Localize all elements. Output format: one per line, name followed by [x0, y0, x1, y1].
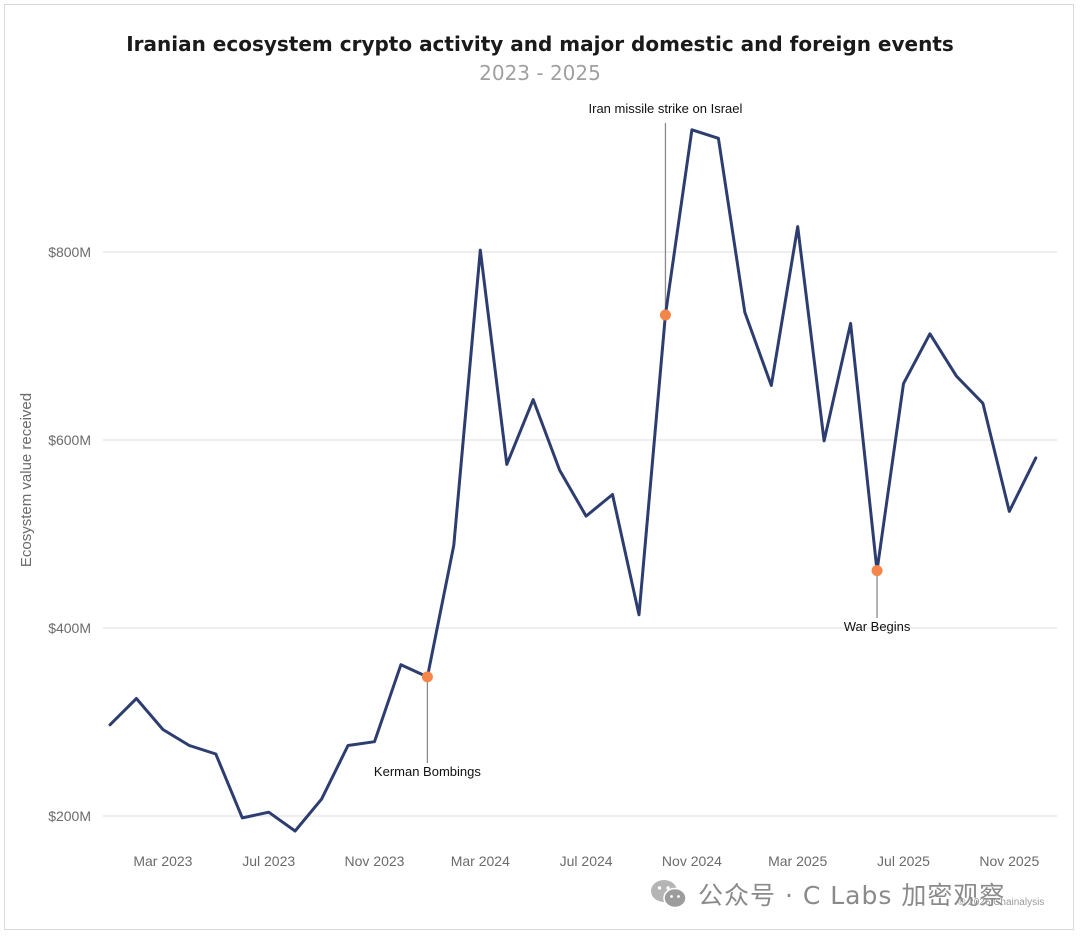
- annotation-label-2: War Begins: [844, 619, 911, 634]
- annotation-label-1: Iran missile strike on Israel: [589, 101, 743, 116]
- chart-credit: © 2026 Chainalysis: [958, 897, 1045, 908]
- watermark: 公众号 · C Labs 加密观察: [650, 876, 1005, 912]
- annotation-label-0: Kerman Bombings: [374, 764, 481, 779]
- x-axis-ticks: Mar 2023 Jul 2023 Nov 2023 Mar 2024 Jul 2024…: [133, 853, 1039, 869]
- y-axis-label: Ecosystem value received: [18, 393, 35, 567]
- x-tick-label-2: Nov 2023: [345, 853, 405, 869]
- x-tick-label-0: Mar 2023: [133, 853, 192, 869]
- y-tick-label-3: $800M: [48, 244, 91, 260]
- y-axis-ticks: $200M $400M $600M $800M: [48, 244, 91, 824]
- series-lines: [108, 128, 1038, 833]
- watermark-text: 公众号 · C Labs 加密观察: [698, 881, 1006, 910]
- annotation-marker-2: [871, 565, 883, 577]
- series-points: [421, 309, 883, 683]
- wechat-icon: [650, 878, 688, 910]
- y-tick-label-0: $200M: [48, 808, 91, 824]
- gridlines: [103, 251, 1057, 817]
- annotations: Kerman Bombings Iran missile strike on Is…: [374, 101, 911, 779]
- x-tick-label-3: Mar 2024: [451, 853, 510, 869]
- y-tick-label-2: $600M: [48, 432, 91, 448]
- y-tick-label-1: $400M: [48, 620, 91, 636]
- x-tick-label-8: Nov 2025: [979, 853, 1039, 869]
- x-tick-label-5: Nov 2024: [662, 853, 722, 869]
- x-tick-label-1: Jul 2023: [242, 853, 295, 869]
- chart-frame: [4, 4, 1074, 930]
- series-line-0: [108, 128, 1038, 833]
- x-tick-label-7: Jul 2025: [877, 853, 930, 869]
- annotation-marker-0: [421, 671, 433, 683]
- annotation-marker-1: [659, 309, 671, 321]
- x-tick-label-6: Mar 2025: [768, 853, 827, 869]
- chart-subtitle: 2023 - 2025: [479, 61, 601, 85]
- annotation-leaders: [426, 123, 878, 763]
- chart-title: Iranian ecosystem crypto activity and ma…: [126, 32, 954, 56]
- x-tick-label-4: Jul 2024: [560, 853, 613, 869]
